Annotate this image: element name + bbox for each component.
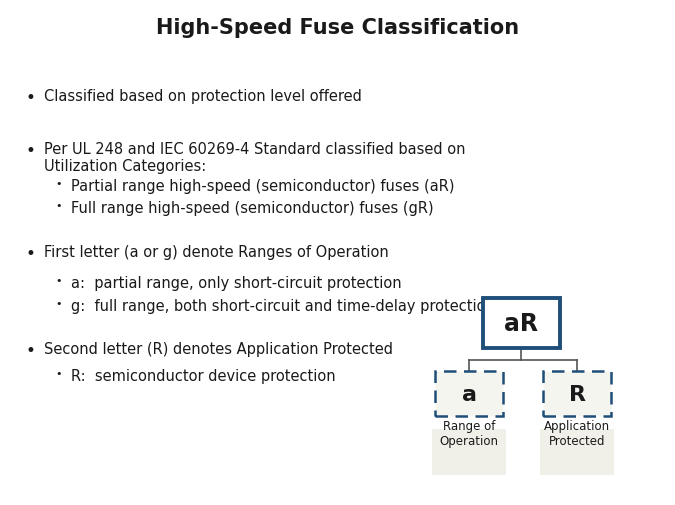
Text: a: a — [462, 384, 477, 404]
Text: Per UL 248 and IEC 60269-4 Standard classified based on
Utilization Categories:: Per UL 248 and IEC 60269-4 Standard clas… — [44, 141, 465, 174]
Text: •: • — [26, 245, 36, 263]
Text: •: • — [26, 141, 36, 160]
Text: R:  semiconductor device protection: R: semiconductor device protection — [71, 369, 335, 384]
Text: g:  full range, both short-circuit and time-delay protection: g: full range, both short-circuit and ti… — [71, 298, 495, 313]
Text: •: • — [26, 341, 36, 359]
Text: Application
Protected: Application Protected — [544, 419, 610, 447]
FancyBboxPatch shape — [543, 371, 611, 417]
Text: Classified based on protection level offered: Classified based on protection level off… — [44, 88, 362, 104]
Text: Range of
Operation: Range of Operation — [439, 419, 499, 447]
Text: Full range high-speed (semiconductor) fuses (gR): Full range high-speed (semiconductor) fu… — [71, 200, 433, 216]
FancyBboxPatch shape — [483, 298, 560, 348]
FancyBboxPatch shape — [435, 371, 503, 417]
Text: Second letter (R) denotes Application Protected: Second letter (R) denotes Application Pr… — [44, 341, 393, 356]
FancyBboxPatch shape — [432, 429, 506, 475]
Text: •: • — [55, 369, 62, 379]
Text: •: • — [55, 200, 62, 211]
Text: Partial range high-speed (semiconductor) fuses (aR): Partial range high-speed (semiconductor)… — [71, 178, 454, 193]
Text: First letter (a or g) denote Ranges of Operation: First letter (a or g) denote Ranges of O… — [44, 245, 389, 260]
Text: •: • — [55, 275, 62, 285]
FancyBboxPatch shape — [540, 429, 614, 475]
Text: •: • — [55, 298, 62, 308]
Text: R: R — [568, 384, 586, 404]
Text: High-Speed Fuse Classification: High-Speed Fuse Classification — [156, 18, 519, 38]
Text: •: • — [55, 178, 62, 188]
Text: aR: aR — [504, 311, 539, 335]
Text: •: • — [26, 88, 36, 107]
Text: a:  partial range, only short-circuit protection: a: partial range, only short-circuit pro… — [71, 275, 402, 290]
